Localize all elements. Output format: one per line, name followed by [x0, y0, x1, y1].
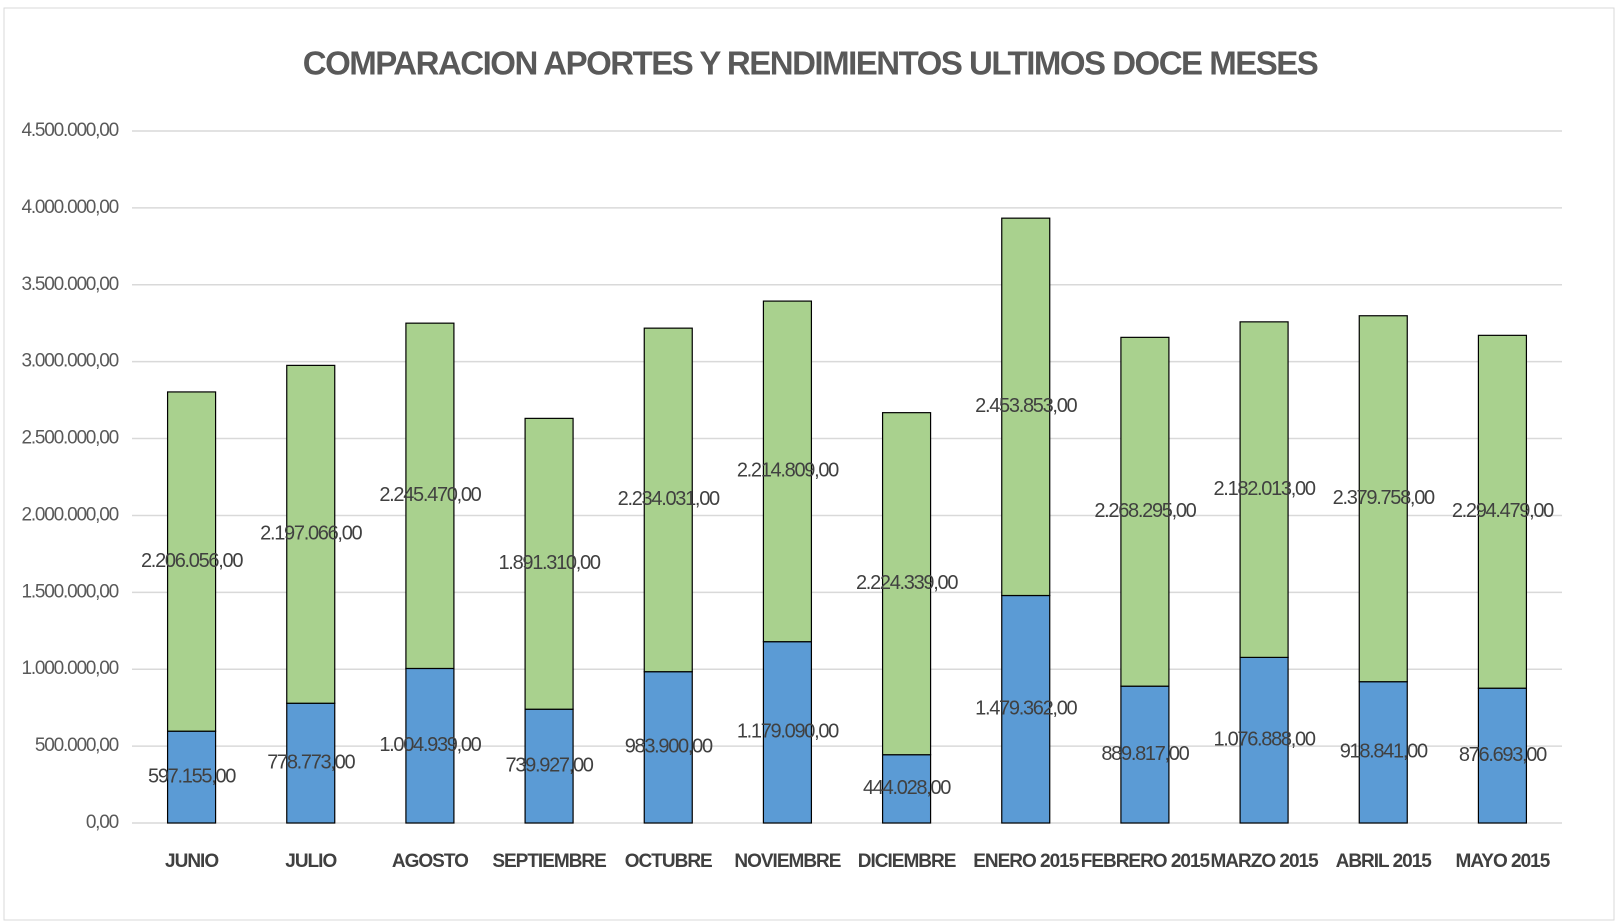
data-label: 2.379.758,00: [1333, 487, 1435, 509]
bar-segment: [1477, 334, 1528, 689]
data-label: 1.479.362,00: [975, 698, 1077, 720]
y-tick-label: 0,00: [86, 812, 119, 833]
chart-title: COMPARACION APORTES Y RENDIMIENTOS ULTIM…: [303, 45, 1318, 82]
x-tick-label: NOVIEMBRE: [734, 851, 840, 872]
x-tick-label: JUNIO: [165, 851, 218, 872]
data-label: 2.224.339,00: [856, 572, 958, 594]
data-label: 1.076.888,00: [1213, 728, 1315, 750]
data-label: 889.817,00: [1101, 743, 1189, 765]
data-label: 1.891.310,00: [498, 552, 600, 574]
bar-segment: [405, 322, 455, 670]
y-tick-label: 1.500.000,00: [21, 581, 118, 602]
data-label: 876.693,00: [1459, 744, 1547, 766]
y-tick-label: 3.500.000,00: [21, 274, 118, 295]
data-label: 2.214.809,00: [737, 460, 839, 482]
bar-segment: [643, 671, 693, 824]
data-label: 983.900,00: [625, 736, 713, 758]
bar-segment: [1120, 336, 1170, 687]
x-tick-label: SEPTIEMBRE: [492, 851, 606, 872]
bar-segment: [762, 300, 813, 643]
bar-segment: [762, 641, 813, 824]
bar-segment: [1239, 656, 1289, 824]
data-label: 2.245.470,00: [379, 484, 481, 506]
x-tick-label: MAYO 2015: [1456, 851, 1551, 872]
data-label: 1.004.939,00: [379, 734, 481, 756]
x-tick-label: ENERO 2015: [973, 851, 1080, 872]
x-tick-label: AGOSTO: [392, 851, 468, 872]
bar-segment: [1001, 594, 1051, 824]
x-tick-label: JULIO: [285, 851, 336, 872]
bar-segment: [166, 391, 217, 732]
y-tick-label: 4.000.000,00: [21, 197, 118, 218]
bar-segment: [286, 364, 336, 704]
bar-segment: [1239, 321, 1289, 658]
data-label: 2.234.031,00: [618, 488, 720, 510]
data-label: 2.268.295,00: [1094, 500, 1196, 522]
data-label: 2.197.066,00: [260, 523, 362, 545]
bar-segment: [1358, 681, 1408, 824]
data-label: 739.927,00: [506, 754, 594, 776]
data-label: 597.155,00: [148, 765, 236, 787]
x-tick-label: FEBRERO 2015: [1081, 851, 1211, 872]
data-label: 2.182.013,00: [1213, 478, 1315, 500]
bar-segment: [286, 702, 336, 824]
y-tick-label: 3.000.000,00: [21, 351, 118, 372]
x-tick-label: ABRIL 2015: [1336, 851, 1433, 872]
data-label: 1.179.090,00: [737, 721, 839, 743]
y-tick-label: 2.500.000,00: [21, 428, 118, 449]
bar-segment: [881, 412, 932, 756]
y-tick-label: 2.000.000,00: [21, 504, 118, 525]
bar-segment: [405, 667, 455, 824]
x-tick-label: MARZO 2015: [1210, 851, 1319, 872]
data-label: 2.206.056,00: [141, 550, 243, 572]
bar-segment: [166, 730, 217, 824]
data-label: 444.028,00: [863, 777, 951, 799]
bar-segment: [524, 417, 574, 710]
bar-segment: [1001, 217, 1051, 597]
y-tick-label: 1.000.000,00: [21, 658, 118, 679]
y-tick-label: 4.500.000,00: [21, 120, 118, 141]
data-label: 778.773,00: [267, 751, 355, 773]
bar-segment: [643, 327, 693, 673]
data-label: 2.453.853,00: [975, 395, 1077, 417]
data-label: 2.294.479,00: [1452, 500, 1554, 522]
bar-segment: [1358, 315, 1408, 683]
data-label: 918.841,00: [1340, 741, 1428, 763]
bar-segment: [524, 708, 574, 824]
x-tick-label: OCTUBRE: [625, 851, 712, 872]
x-tick-label: DICIEMBRE: [858, 851, 956, 872]
y-tick-label: 500.000,00: [35, 735, 119, 756]
